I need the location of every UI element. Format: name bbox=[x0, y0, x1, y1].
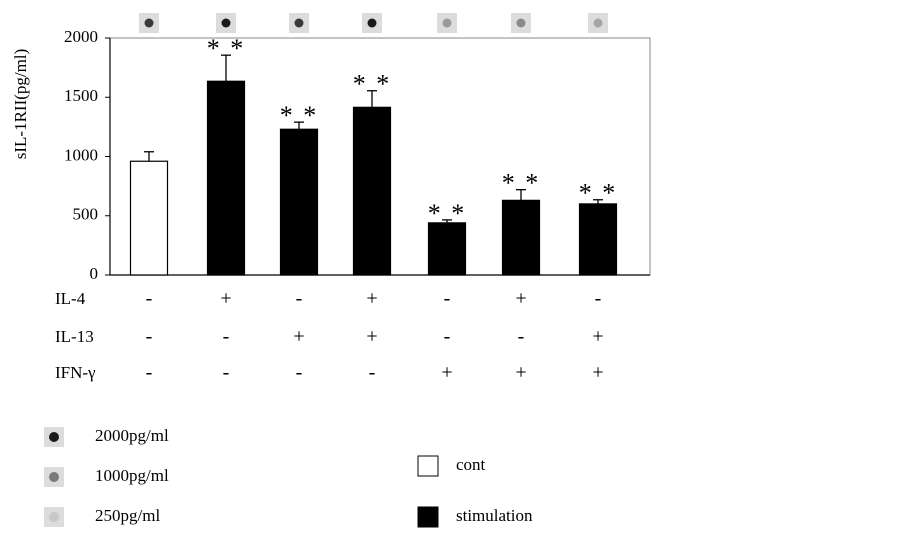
legend-label: stimulation bbox=[456, 506, 533, 525]
significance-label: * * bbox=[428, 199, 467, 228]
condition-sign: - bbox=[296, 288, 303, 310]
blot-legend-dot bbox=[49, 472, 59, 482]
y-tick-label: 0 bbox=[90, 264, 99, 283]
blot-dot bbox=[221, 18, 231, 28]
bar bbox=[501, 199, 541, 276]
condition-sign: - bbox=[444, 326, 451, 348]
condition-sign: - bbox=[369, 362, 376, 384]
blot-dot bbox=[442, 18, 452, 28]
condition-sign: - bbox=[223, 362, 230, 384]
bar bbox=[578, 203, 618, 276]
blot-dot bbox=[367, 18, 377, 28]
bar bbox=[279, 128, 319, 276]
condition-sign: + bbox=[592, 362, 603, 384]
bar bbox=[129, 160, 169, 276]
condition-sign: - bbox=[223, 326, 230, 348]
blot-dot bbox=[593, 18, 603, 28]
condition-sign: + bbox=[220, 288, 231, 310]
significance-label: * * bbox=[502, 169, 541, 198]
condition-sign: - bbox=[146, 326, 153, 348]
significance-label: * * bbox=[207, 34, 246, 63]
legend-swatch bbox=[417, 455, 439, 477]
condition-sign: - bbox=[444, 288, 451, 310]
condition-sign: - bbox=[595, 288, 602, 310]
y-tick-label: 500 bbox=[73, 205, 99, 224]
bar bbox=[206, 80, 246, 276]
significance-label: * * bbox=[280, 101, 319, 130]
blot-dot bbox=[516, 18, 526, 28]
condition-label: IL-4 bbox=[55, 289, 86, 308]
condition-sign: + bbox=[366, 288, 377, 310]
bar bbox=[352, 106, 392, 276]
condition-label: IFN-γ bbox=[55, 363, 96, 382]
blot-legend-label: 1000pg/ml bbox=[95, 466, 169, 485]
blot-legend-label: 2000pg/ml bbox=[95, 426, 169, 445]
legend-label: cont bbox=[456, 455, 486, 474]
blot-dot bbox=[294, 18, 304, 28]
condition-sign: - bbox=[518, 326, 525, 348]
blot-legend-label: 250pg/ml bbox=[95, 506, 160, 525]
y-tick-label: 1000 bbox=[64, 145, 98, 164]
condition-sign: - bbox=[146, 288, 153, 310]
significance-label: * * bbox=[353, 70, 392, 99]
condition-sign: + bbox=[515, 362, 526, 384]
y-tick-label: 2000 bbox=[64, 27, 98, 46]
blot-dot bbox=[144, 18, 154, 28]
blot-legend-dot bbox=[49, 432, 59, 442]
condition-sign: + bbox=[592, 326, 603, 348]
condition-sign: + bbox=[441, 362, 452, 384]
condition-sign: + bbox=[293, 326, 304, 348]
legend-swatch bbox=[417, 506, 439, 528]
condition-sign: - bbox=[296, 362, 303, 384]
significance-label: * * bbox=[579, 179, 618, 208]
y-axis-label: sIL-1RII(pg/ml) bbox=[11, 49, 30, 159]
blot-legend-dot bbox=[49, 512, 59, 522]
condition-sign: + bbox=[515, 288, 526, 310]
condition-sign: - bbox=[146, 362, 153, 384]
condition-label: IL-13 bbox=[55, 327, 94, 346]
condition-sign: + bbox=[366, 326, 377, 348]
y-tick-label: 1500 bbox=[64, 86, 98, 105]
bar bbox=[427, 222, 467, 276]
